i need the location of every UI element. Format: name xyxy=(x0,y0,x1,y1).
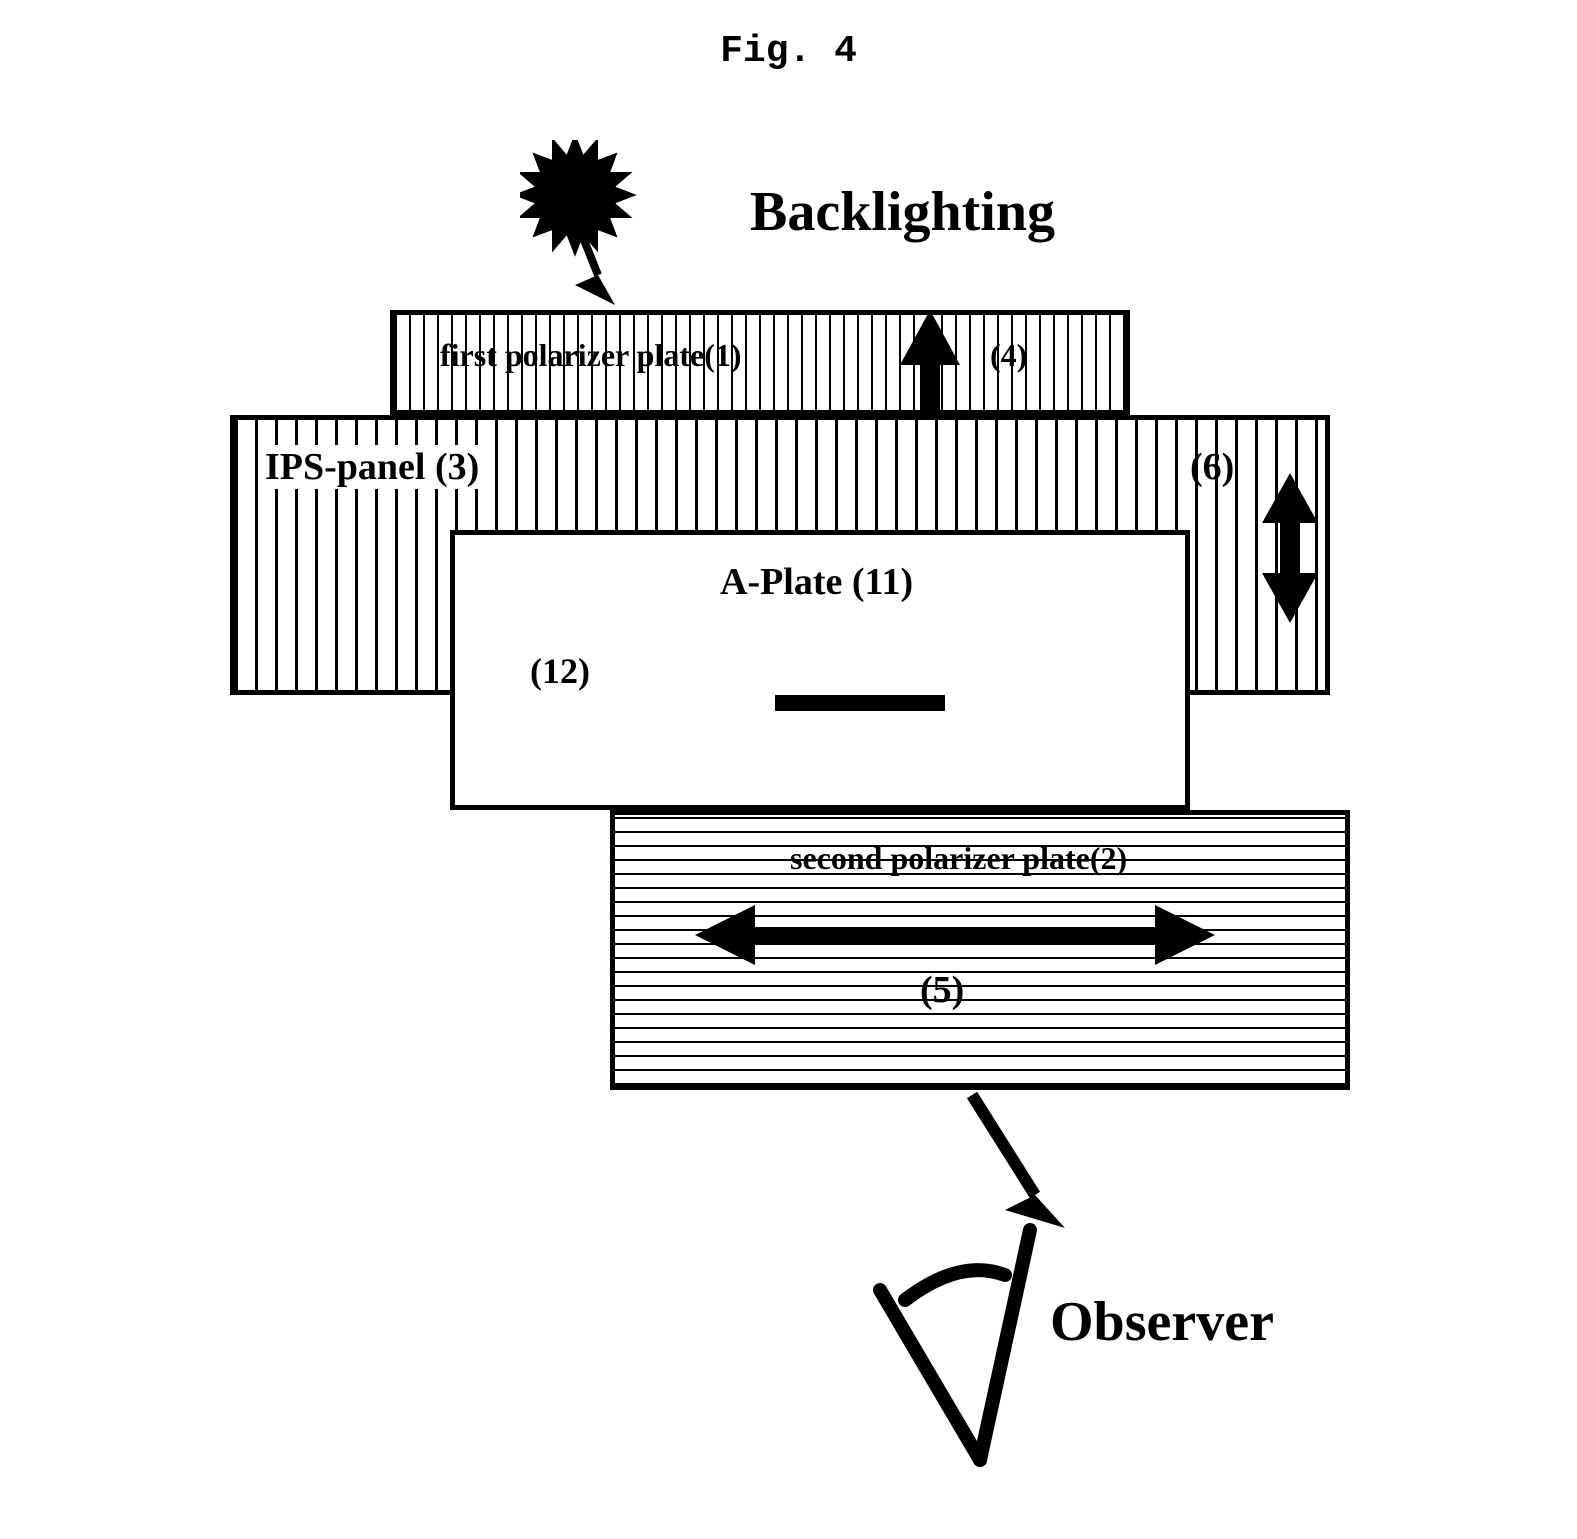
a-plate-label: A-Plate (11) xyxy=(720,560,913,604)
a-plate-ref: (12) xyxy=(530,650,590,692)
figure-title: Fig. 4 xyxy=(720,30,857,73)
backlight-label: Backlighting xyxy=(750,180,1055,244)
sun-icon xyxy=(520,140,650,310)
ips-panel-ref: (6) xyxy=(1190,445,1234,489)
first-polarizer-label: first polarizer plate(1) xyxy=(440,337,742,374)
second-polarizer-label: second polarizer plate(2) xyxy=(790,840,1127,877)
a-plate-axis-mark xyxy=(775,695,945,711)
first-polarizer-ref: (4) xyxy=(990,337,1027,374)
ips-panel-label: IPS-panel (3) xyxy=(265,445,479,489)
second-polarizer-ref: (5) xyxy=(920,968,964,1012)
observer-label: Observer xyxy=(1050,1290,1274,1354)
